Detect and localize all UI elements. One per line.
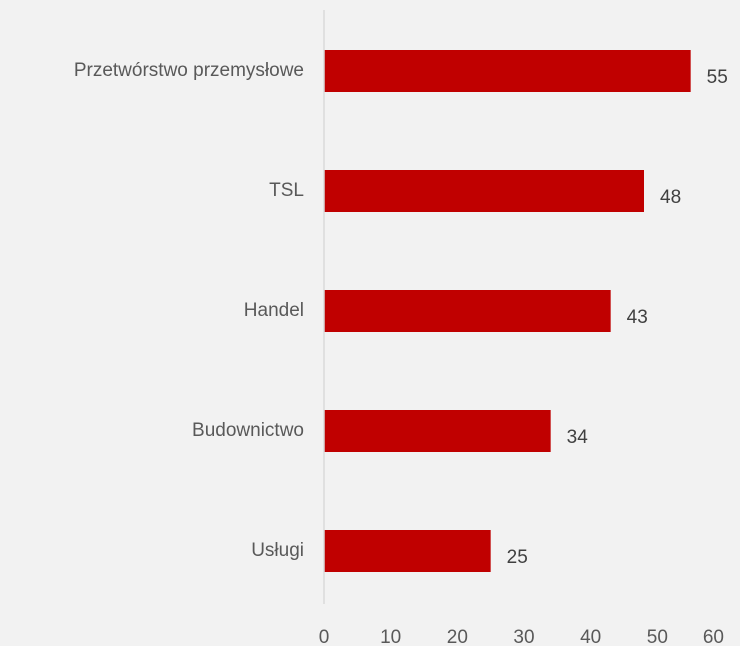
x-axis-tick-labels: 0 10 20 30 40 50 60 bbox=[319, 627, 724, 646]
category-label: TSL bbox=[269, 180, 304, 201]
value-label: 25 bbox=[507, 547, 528, 568]
value-label: 48 bbox=[660, 187, 681, 208]
bar bbox=[324, 290, 611, 332]
bar bbox=[324, 170, 644, 212]
category-label: Handel bbox=[244, 300, 304, 321]
value-label: 43 bbox=[627, 307, 648, 328]
x-tick-label: 50 bbox=[647, 627, 668, 646]
category-label: Przetwórstwo przemysłowe bbox=[74, 60, 304, 81]
x-tick-label: 0 bbox=[319, 627, 330, 646]
category-labels: Przetwórstwo przemysłowe TSL Handel Budowni… bbox=[74, 60, 304, 561]
bar bbox=[324, 50, 691, 92]
category-label: Usługi bbox=[251, 540, 304, 561]
x-tick-label: 30 bbox=[513, 627, 534, 646]
x-tick-label: 40 bbox=[580, 627, 601, 646]
value-label: 55 bbox=[707, 67, 728, 88]
bars-layer bbox=[324, 50, 691, 572]
x-tick-label: 10 bbox=[380, 627, 401, 646]
x-tick-label: 20 bbox=[447, 627, 468, 646]
x-tick-label: 60 bbox=[703, 627, 724, 646]
value-label: 34 bbox=[567, 427, 589, 448]
bar bbox=[324, 410, 551, 452]
value-labels: 55 48 43 34 25 bbox=[507, 67, 728, 568]
bar bbox=[324, 530, 491, 572]
category-label: Budownictwo bbox=[192, 420, 304, 441]
